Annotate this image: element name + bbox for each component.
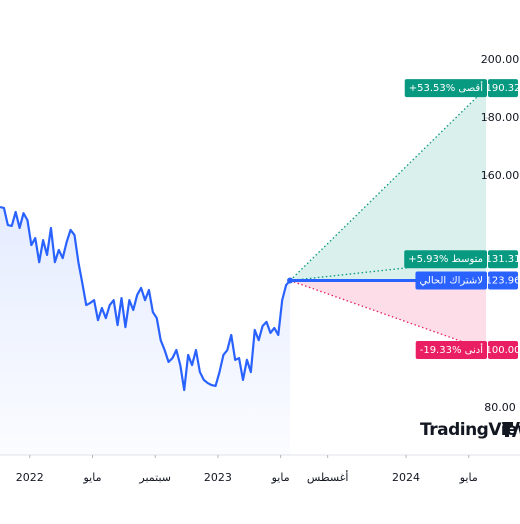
badge-label: -19.33% أدنى — [420, 343, 483, 356]
x-tick-label: مايو — [459, 471, 478, 484]
x-tick-label: سبتمبر — [138, 471, 171, 484]
x-tick-label: أغسطس — [307, 470, 349, 484]
value-badge-text: 131.31 — [486, 254, 520, 265]
value-badge-text: 190.32 — [486, 83, 520, 94]
x-tick-label: مايو — [271, 471, 290, 484]
badge-label: +53.53% أقصى — [409, 81, 483, 94]
y-tick-label: 160.00 — [481, 169, 520, 182]
badge-label: +5.93% متوسط — [408, 254, 483, 265]
x-tick-label: مايو — [82, 471, 101, 484]
x-tick-label: 2022 — [16, 471, 44, 484]
y-tick-label: 180.00 — [481, 111, 520, 124]
value-badge-text: 123.96 — [486, 276, 520, 287]
value-badge-text: 100.00 — [486, 345, 520, 356]
x-tick-label: 2024 — [392, 471, 420, 484]
badge-label: لاشتراك الحالي — [419, 276, 483, 287]
x-tick-label: 2023 — [204, 471, 232, 484]
y-tick-label: 80.00 — [484, 401, 516, 414]
current-point — [287, 278, 293, 284]
y-tick-label: 200.00 — [481, 53, 520, 66]
